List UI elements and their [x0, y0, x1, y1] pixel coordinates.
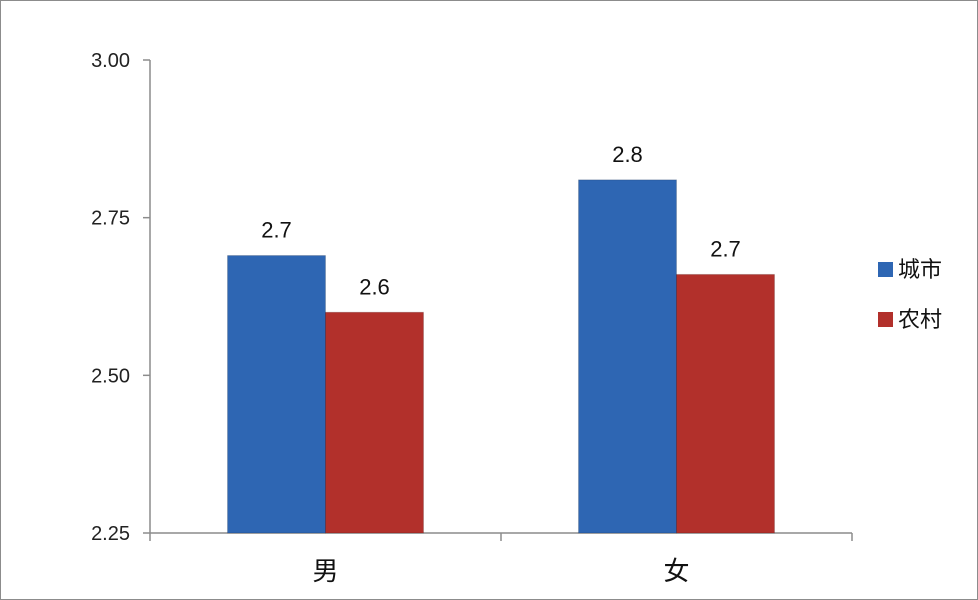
- data-label: 2.7: [261, 218, 292, 243]
- data-label: 2.7: [710, 236, 741, 261]
- bar-城市-女: [578, 179, 677, 534]
- bar-农村-男: [325, 311, 424, 534]
- legend-swatch: [878, 312, 893, 327]
- bar-农村-女: [676, 273, 775, 534]
- data-labels: 2.7 2.6 2.8 2.7: [261, 142, 741, 299]
- y-tick-label: 2.75: [91, 208, 130, 230]
- category-label: 女: [663, 557, 689, 587]
- data-label: 2.6: [359, 274, 390, 299]
- bar-城市-男: [227, 255, 326, 534]
- legend-label: 农村: [898, 308, 942, 333]
- y-tick-label: 2.50: [91, 365, 130, 387]
- y-tick-label: 2.25: [91, 523, 130, 545]
- data-label: 2.8: [612, 142, 643, 167]
- category-label: 男: [312, 557, 338, 587]
- legend-label: 城市: [898, 258, 942, 283]
- bars: [227, 179, 775, 534]
- y-tick-label: 3.00: [91, 50, 130, 72]
- legend-swatch: [878, 262, 893, 277]
